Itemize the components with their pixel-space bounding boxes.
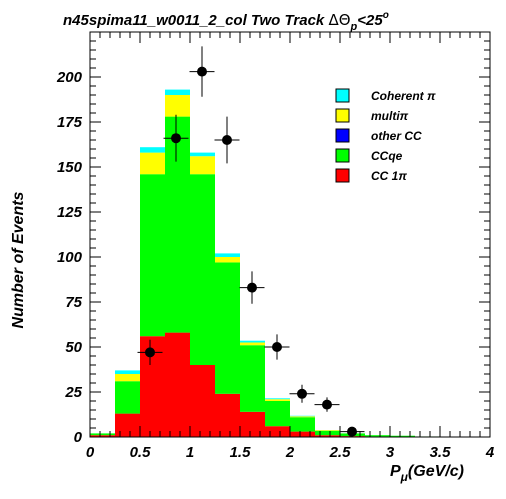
legend-label: CC 1π xyxy=(371,169,407,183)
y-tick-label: 175 xyxy=(57,114,83,131)
y-tick-label: 75 xyxy=(65,294,82,311)
x-tick-label: 1.5 xyxy=(230,444,252,461)
bar-3-bin-3 xyxy=(165,95,190,117)
data-point-2 xyxy=(189,46,215,97)
x-axis-title: Pμ(GeV/c) xyxy=(390,463,464,484)
legend-swatch xyxy=(335,88,350,103)
bar-4-bin-5 xyxy=(215,253,240,257)
legend-label: CCqe xyxy=(371,149,403,163)
x-tick-label: 3.5 xyxy=(430,444,452,461)
bar-0-bin-6 xyxy=(240,411,265,437)
bar-0-bin-7 xyxy=(265,426,290,437)
bar-1-bin-9 xyxy=(315,430,340,436)
bar-0-bin-9 xyxy=(315,435,340,437)
data-point-7 xyxy=(314,397,340,412)
bar-0-bin-8 xyxy=(290,431,315,437)
y-tick-label: 0 xyxy=(74,429,83,446)
bar-1-bin-2 xyxy=(140,174,165,337)
x-tick-label: 1 xyxy=(186,444,194,461)
bar-1-bin-11 xyxy=(365,435,390,437)
legend-entry-0: Coherent π xyxy=(335,88,436,103)
data-point-5 xyxy=(264,334,290,360)
bar-4-bin-7 xyxy=(265,398,290,400)
bar-0-bin-1 xyxy=(115,413,140,437)
bar-4-bin-3 xyxy=(165,89,190,95)
legend-swatch xyxy=(335,108,350,123)
y-tick-label: 50 xyxy=(65,339,82,356)
y-axis-ticks: 0 25 50 75 100 125 150 175 200 xyxy=(56,31,490,446)
bar-0-bin-3 xyxy=(165,332,190,437)
y-tick-label: 150 xyxy=(57,159,83,176)
data-point-3 xyxy=(214,116,240,164)
legend-entry-3: CCqe xyxy=(335,148,403,163)
x-axis-ticks: 0 0.5 1 1.5 2 2.5 3 3.5 4 xyxy=(86,32,495,461)
bar-1-bin-4 xyxy=(190,174,215,365)
bar-1-bin-0 xyxy=(90,433,115,436)
data-points xyxy=(137,46,365,437)
y-axis-title: Number of Events xyxy=(10,191,27,328)
bar-4-bin-4 xyxy=(190,152,215,157)
bar-0-bin-0 xyxy=(90,435,115,437)
bar-1-bin-3 xyxy=(165,116,190,333)
x-tick-label: 2.5 xyxy=(329,444,352,461)
bar-3-bin-9 xyxy=(315,430,340,431)
x-tick-label: 3 xyxy=(386,444,395,461)
histogram-bars xyxy=(90,89,440,437)
bar-3-bin-8 xyxy=(290,416,315,418)
y-tick-label: 100 xyxy=(57,249,83,266)
bar-1-bin-7 xyxy=(265,401,290,427)
y-tick-label: 200 xyxy=(56,69,83,86)
legend-swatch xyxy=(335,168,350,183)
bar-4-bin-1 xyxy=(115,370,140,374)
bar-4-bin-8 xyxy=(290,415,315,417)
legend: Coherent π multiπ other CC CCqe CC 1π xyxy=(335,88,436,183)
x-tick-label: 0.5 xyxy=(130,444,152,461)
data-point-4 xyxy=(239,271,265,304)
chart-title: n45spima11_w0011_2_col Two Track ΔΘp<25o xyxy=(63,10,389,33)
y-tick-label: 25 xyxy=(64,384,82,401)
data-point-6 xyxy=(289,384,315,403)
bar-3-bin-6 xyxy=(240,342,265,346)
bar-3-bin-5 xyxy=(215,257,240,263)
bar-3-bin-7 xyxy=(265,399,290,401)
legend-label: Coherent π xyxy=(371,89,436,103)
legend-entry-2: other CC xyxy=(335,128,422,143)
bar-1-bin-8 xyxy=(290,417,315,432)
y-tick-label: 125 xyxy=(57,204,83,221)
legend-entry-1: multiπ xyxy=(335,108,409,123)
x-tick-label: 2 xyxy=(285,444,295,461)
bar-3-bin-4 xyxy=(190,156,215,175)
bar-1-bin-12 xyxy=(390,435,415,437)
bar-1-bin-6 xyxy=(240,345,265,412)
bar-0-bin-4 xyxy=(190,365,215,437)
bar-4-bin-6 xyxy=(240,340,265,343)
bar-1-bin-5 xyxy=(215,262,240,394)
data-point-8 xyxy=(339,426,365,437)
legend-label: multiπ xyxy=(371,109,409,123)
legend-label: other CC xyxy=(371,129,422,143)
bar-3-bin-1 xyxy=(115,374,140,382)
x-tick-label: 0 xyxy=(86,444,95,461)
data-point-1 xyxy=(163,114,189,162)
bar-4-bin-2 xyxy=(140,147,165,153)
bar-0-bin-5 xyxy=(215,393,240,437)
x-tick-label: 4 xyxy=(485,444,495,461)
bar-1-bin-1 xyxy=(115,381,140,414)
legend-swatch xyxy=(335,148,350,163)
data-point-0 xyxy=(137,339,163,365)
legend-entry-4: CC 1π xyxy=(335,168,407,183)
bar-3-bin-2 xyxy=(140,152,165,175)
legend-swatch xyxy=(335,128,350,143)
